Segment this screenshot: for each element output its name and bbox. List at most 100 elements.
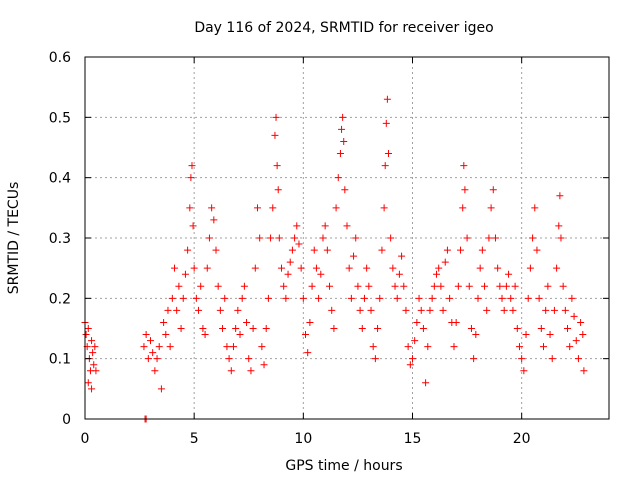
data-point	[564, 325, 572, 332]
data-point	[522, 331, 530, 339]
data-point	[286, 258, 294, 266]
data-point	[481, 282, 489, 290]
data-point	[247, 367, 255, 375]
data-point	[189, 222, 197, 230]
data-point	[378, 246, 386, 254]
x-tick-label: 15	[404, 431, 422, 447]
data-point	[153, 355, 161, 363]
data-point	[544, 282, 552, 290]
data-point	[234, 306, 242, 314]
data-point	[195, 306, 203, 314]
data-point	[496, 282, 504, 290]
data-point	[260, 361, 268, 369]
data-point	[460, 162, 468, 170]
data-point	[256, 234, 264, 242]
data-point	[393, 294, 401, 302]
data-point	[483, 306, 491, 314]
data-point	[223, 343, 231, 351]
data-point	[395, 270, 403, 278]
data-point	[264, 294, 272, 302]
data-point	[363, 264, 371, 272]
data-point	[520, 367, 528, 375]
data-point	[201, 331, 209, 339]
data-point	[474, 294, 482, 302]
data-point	[321, 222, 329, 230]
data-point	[367, 306, 375, 314]
data-point	[358, 325, 366, 332]
data-point	[531, 204, 539, 212]
data-point	[157, 385, 165, 393]
data-point	[188, 162, 196, 170]
data-point	[398, 252, 406, 260]
data-point	[273, 162, 281, 170]
data-point	[507, 294, 515, 302]
data-point	[306, 318, 314, 326]
data-point	[498, 294, 506, 302]
data-point	[409, 355, 416, 363]
data-point	[535, 294, 543, 302]
x-tick-label: 5	[190, 431, 199, 447]
data-point	[317, 270, 325, 278]
data-point	[500, 306, 508, 314]
data-point	[365, 282, 373, 290]
data-point	[173, 306, 181, 314]
y-tick-label: 0.6	[49, 50, 71, 66]
data-point	[557, 234, 565, 242]
data-point	[360, 294, 368, 302]
data-point	[238, 294, 246, 302]
data-point	[205, 234, 213, 242]
data-point	[274, 186, 282, 194]
data-point	[465, 282, 473, 290]
data-point	[319, 234, 327, 242]
data-point	[415, 294, 423, 302]
x-tick-label: 10	[294, 431, 312, 447]
data-point	[548, 355, 556, 363]
data-point	[402, 306, 410, 314]
data-point	[461, 186, 469, 194]
data-point	[338, 125, 346, 133]
data-point	[529, 234, 537, 242]
axis-ticks: 0 0.1 0.2 0.3 0.4 0.5 0.6 0 5 10 15 20	[49, 50, 609, 447]
data-point	[258, 343, 266, 351]
data-point	[491, 234, 499, 242]
data-point	[533, 246, 541, 254]
data-point	[579, 331, 587, 339]
x-tick-label: 20	[513, 431, 531, 447]
data-point	[345, 264, 353, 272]
x-axis-label: GPS time / hours	[285, 458, 402, 474]
y-tick-label: 0.5	[49, 110, 71, 126]
data-point	[293, 222, 301, 230]
data-point	[380, 204, 388, 212]
data-point	[400, 282, 408, 290]
chart-title: Day 116 of 2024, SRMTID for receiver ige…	[194, 20, 493, 36]
data-point	[433, 270, 441, 278]
y-tick-label: 0.3	[49, 231, 71, 247]
data-point	[280, 282, 288, 290]
data-point	[304, 349, 312, 357]
y-tick-label: 0.4	[49, 171, 71, 187]
data-point	[502, 282, 510, 290]
data-point	[441, 258, 449, 266]
data-point	[559, 282, 567, 290]
data-point	[381, 162, 389, 170]
data-point	[216, 306, 224, 314]
data-point	[245, 355, 253, 363]
data-point	[422, 379, 430, 387]
data-point	[389, 264, 397, 272]
data-point	[570, 312, 578, 320]
data-point	[347, 294, 355, 302]
data-point	[147, 337, 154, 345]
data-point	[354, 282, 362, 290]
data-point	[556, 192, 564, 200]
data-point	[374, 325, 382, 332]
data-point	[467, 325, 475, 332]
data-point	[457, 246, 465, 254]
data-point	[350, 252, 358, 260]
data-point	[186, 204, 194, 212]
data-point	[155, 343, 163, 351]
data-point	[221, 294, 229, 302]
y-tick-label: 0.2	[49, 291, 71, 307]
data-point	[232, 325, 240, 332]
data-point	[269, 204, 277, 212]
data-point	[524, 294, 532, 302]
